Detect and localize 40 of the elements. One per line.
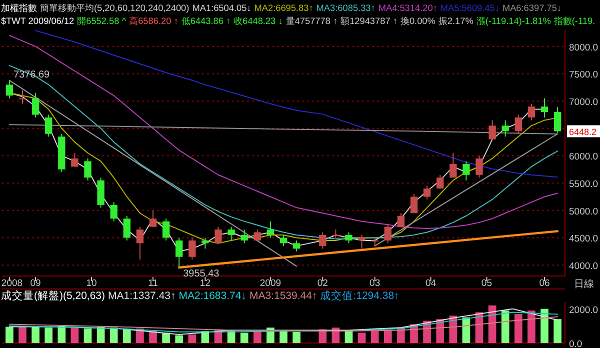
annotation: 6448.2 (569, 127, 597, 138)
y-tick-label: 4500.0 (569, 234, 598, 245)
annotation: 成交值:1294.38↑ (320, 289, 400, 302)
legend: MA1:6504.05↓ MA2:6695.83↑ MA3:6085.33↑ MA4:5314.20↑ MA5:5609.45↓ MA6:6397.75↓ (192, 3, 562, 13)
y-tick-label: 4000.0 (569, 261, 598, 272)
y-tick-label: 8000.0 (569, 42, 598, 54)
x-tick-label: 11 (148, 278, 158, 289)
x-tick-label: 10 (86, 278, 97, 289)
x-tick-label: 04 (425, 278, 436, 289)
chart-title: 加權指數 (1, 3, 37, 13)
y-tick-label: 6000.0 (569, 152, 598, 163)
y-tick-label: 0.0 (569, 339, 582, 348)
chart-title: 成交量(解盤)(5,20,63) (1, 289, 106, 302)
x-tick-label: 05 (481, 278, 492, 289)
text: 高6586.20 ↑ (129, 16, 178, 26)
text: $TWT 2009/06/12 (1, 16, 74, 26)
text: 振2.17% (438, 16, 474, 26)
y-tick-label: 2000.0 (569, 304, 598, 316)
text: 低6443.86 ↑ (181, 16, 231, 26)
x-tick-label: 2008 (1, 278, 23, 289)
x-axis-title: 日線 (574, 279, 594, 290)
y-tick-label: 7500.0 (569, 70, 598, 81)
text: 開6552.58 ^ (77, 16, 127, 26)
x-tick-label: 02 (317, 278, 328, 289)
x-tick-label: 09 (30, 278, 41, 289)
y-tick-label: 5000.0 (569, 206, 598, 218)
text: 換0.00% (400, 16, 436, 26)
legend: MA1:1337.43↑ MA2:1683.74↓ MA3:1539.44↑ (108, 290, 318, 302)
text: 額12943787 ↑ (340, 16, 398, 26)
x-tick-label: 06 (539, 278, 550, 289)
x-tick-label: 12 (200, 278, 210, 289)
text: 指數(-119. (552, 16, 596, 26)
text: 量4757778 ↑ (286, 16, 338, 26)
y-tick-label: 5500.0 (569, 179, 598, 190)
y-tick-label: 7000.0 (569, 97, 598, 108)
x-tick-label: 2009 (260, 278, 282, 289)
text: 收6448.23 ↓ (234, 16, 283, 26)
chart-subtitle: 簡單移動平均(5,20,60,120,240,2400) (40, 3, 190, 13)
text: 漲(-119.14)-1.81% (476, 16, 551, 26)
x-tick-label: 03 (370, 278, 380, 289)
